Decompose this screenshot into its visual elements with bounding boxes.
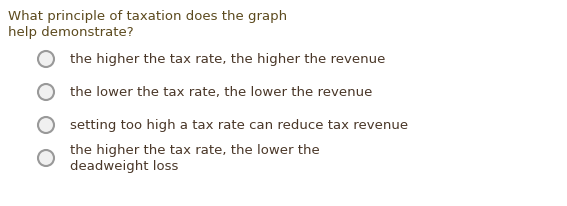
Text: What principle of taxation does the graph: What principle of taxation does the grap… xyxy=(8,10,287,23)
Circle shape xyxy=(38,52,54,68)
Text: the higher the tax rate, the lower the
deadweight loss: the higher the tax rate, the lower the d… xyxy=(70,144,320,173)
Circle shape xyxy=(38,117,54,133)
Text: setting too high a tax rate can reduce tax revenue: setting too high a tax rate can reduce t… xyxy=(70,119,408,132)
Circle shape xyxy=(38,150,54,166)
Circle shape xyxy=(38,85,54,101)
Text: the higher the tax rate, the higher the revenue: the higher the tax rate, the higher the … xyxy=(70,53,386,66)
Text: the lower the tax rate, the lower the revenue: the lower the tax rate, the lower the re… xyxy=(70,86,373,99)
Text: help demonstrate?: help demonstrate? xyxy=(8,26,134,39)
